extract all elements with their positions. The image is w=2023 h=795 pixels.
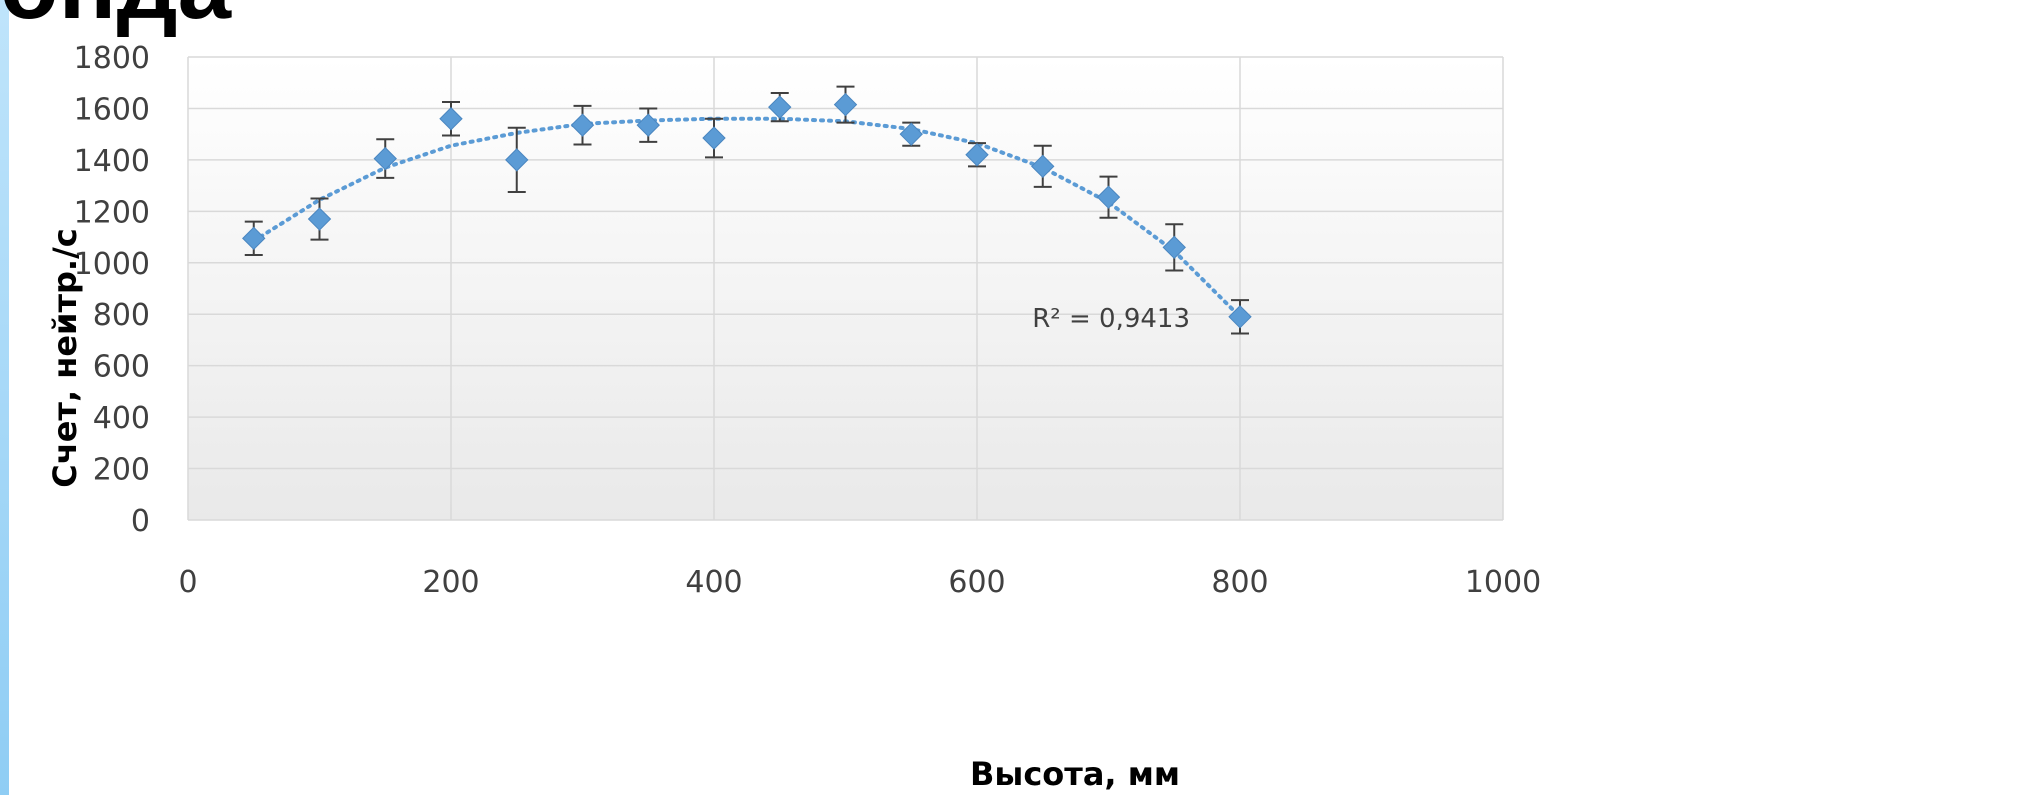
x-axis-title: Высота, мм [970,755,1180,793]
data-point [242,226,266,251]
data-point [636,113,660,137]
slide-left-border [0,0,9,795]
axis-labels: 0 200 400 600 800 1000 1200 1400 1600 1800 0 200 400… [74,41,1542,600]
data-point [505,148,529,172]
y-tick-label: 0 [131,504,150,539]
x-tick-label: 200 [422,565,479,600]
x-tick-label: 0 [178,565,197,600]
data-point [439,107,463,131]
x-tick-label: 800 [1211,565,1268,600]
data-point [833,92,858,117]
x-tick-label: 1000 [1465,565,1541,600]
plot-area [188,57,1503,520]
y-tick-label: 1800 [74,41,150,76]
data-point [1162,235,1186,260]
y-tick-label: 800 [93,298,150,333]
data-point [373,146,397,171]
data-point [768,95,792,119]
data-point [1031,154,1055,179]
y-tick-label: 400 [93,401,150,436]
data-point [702,126,726,150]
data-point [1228,305,1252,329]
y-tick-label: 1000 [74,247,150,282]
trendline-layer [251,116,1242,319]
y-tick-label: 1600 [74,92,150,127]
data-point [307,207,332,231]
trendline [251,116,1242,319]
y-tick-label: 1200 [74,195,150,230]
data-point [1096,185,1121,209]
y-tick-label: 200 [93,453,150,488]
slide-title-fragment: онда [0,0,231,34]
data-layer [242,85,1252,335]
data-point [965,143,989,167]
r-squared-annotation: R² = 0,9413 [1032,304,1190,334]
x-tick-label: 400 [685,565,742,600]
y-tick-label: 1400 [74,144,150,179]
data-point [899,122,923,146]
data-point [570,113,595,137]
y-tick-label: 600 [93,350,150,385]
y-axis-title: Счет, нейтр./с [46,228,84,488]
x-tick-label: 600 [948,565,1005,600]
gridlines [187,56,1504,521]
